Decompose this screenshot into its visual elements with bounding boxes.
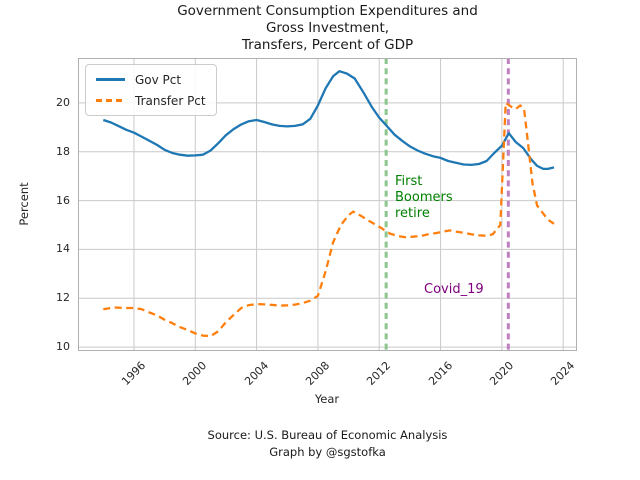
legend-item: Transfer Pct <box>96 93 206 108</box>
x-tick-label: 1996 <box>119 359 149 388</box>
y-axis-label: Percent <box>17 182 31 226</box>
y-tick-label: 18 <box>56 144 70 158</box>
annotation-first-boomers-retire: First Boomers retire <box>395 174 453 221</box>
legend-item-label: Transfer Pct <box>135 93 206 108</box>
x-tick-label: 2004 <box>241 359 271 388</box>
x-axis-label: Year <box>314 392 340 406</box>
legend-item-label: Gov Pct <box>135 72 182 87</box>
y-tick-label: 10 <box>56 340 70 354</box>
chart-title-line-2: Gross Investment, <box>265 20 390 36</box>
solid-line-swatch <box>96 78 125 81</box>
y-tick-label: 20 <box>56 95 70 109</box>
series-line <box>103 101 555 338</box>
vline-layer <box>384 58 510 351</box>
grid-layer <box>78 58 577 351</box>
x-tick-label: 2020 <box>487 359 517 388</box>
x-tick-label: 2016 <box>425 359 455 388</box>
footer: Source: U.S. Bureau of Economic Analysis… <box>78 427 577 460</box>
x-tick-label: 2000 <box>180 359 210 388</box>
legend-item: Gov Pct <box>96 72 206 87</box>
annotation-covid-19: Covid_19 <box>424 282 484 297</box>
x-tick-label: 2024 <box>548 359 578 388</box>
y-tick-label: 14 <box>56 242 70 256</box>
footer-source-line: Source: U.S. Bureau of Economic Analysis <box>207 428 448 442</box>
y-tick-label: 16 <box>56 193 70 207</box>
plot-border <box>78 58 577 351</box>
plot-area: Gov Pct Transfer Pct First Boomers retire… <box>78 58 577 351</box>
series-layer <box>102 70 555 338</box>
legend: Gov Pct Transfer Pct <box>85 64 217 116</box>
dashed-line-swatch <box>96 99 125 102</box>
chart-title-line-3: Transfers, Percent of GDP <box>241 37 414 53</box>
plot-svg <box>78 58 577 351</box>
y-tick-label: 12 <box>56 291 70 305</box>
series-line <box>102 70 555 171</box>
chart-title: Government Consumption Expenditures and … <box>78 3 577 54</box>
chart-title-line-1: Government Consumption Expenditures and <box>177 3 478 19</box>
footer-credit-line: Graph by @sgstofka <box>269 444 386 459</box>
